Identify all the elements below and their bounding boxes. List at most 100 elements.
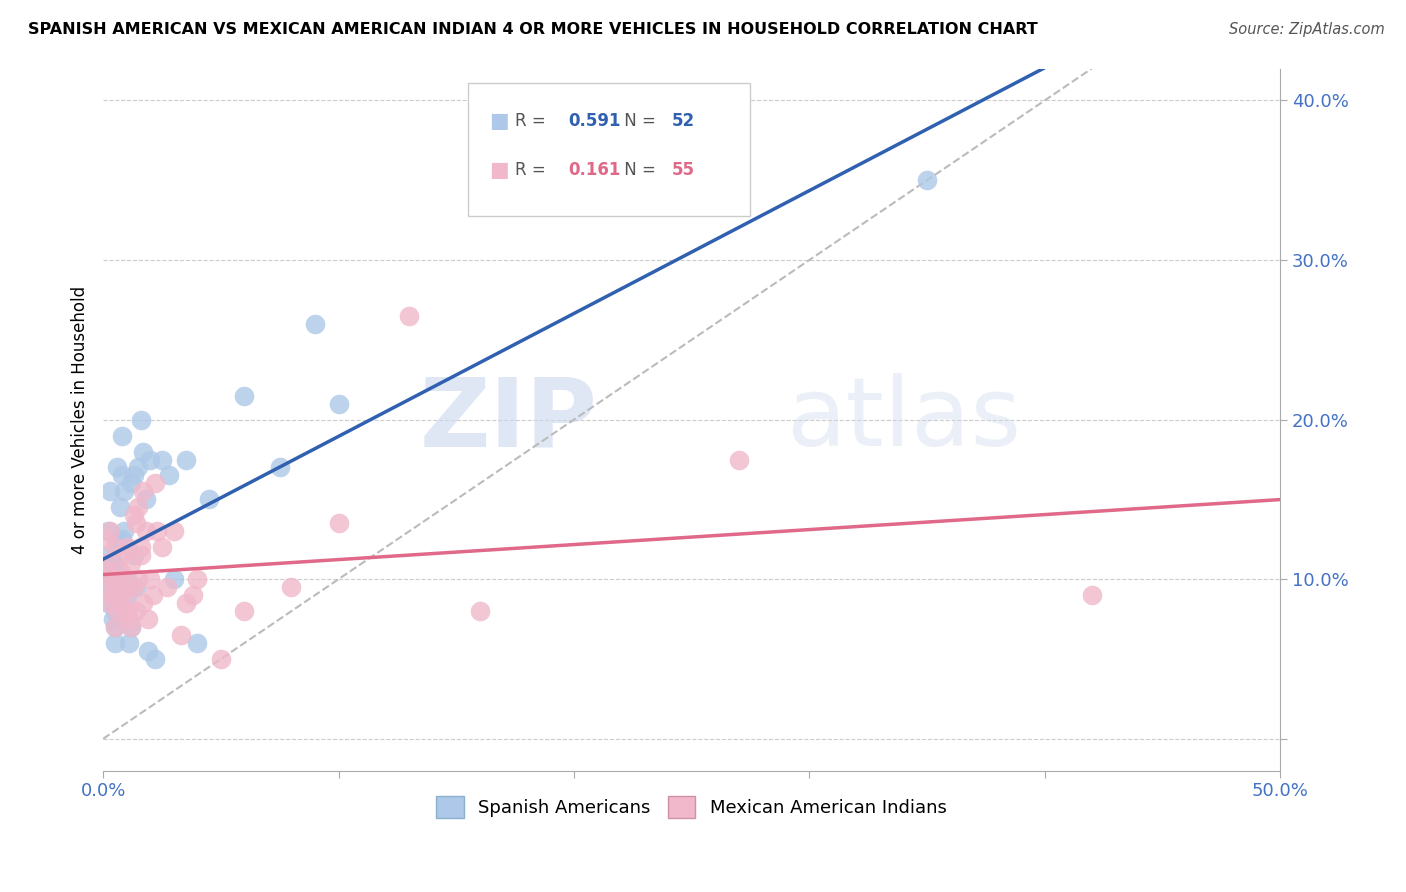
Text: Source: ZipAtlas.com: Source: ZipAtlas.com (1229, 22, 1385, 37)
Text: SPANISH AMERICAN VS MEXICAN AMERICAN INDIAN 4 OR MORE VEHICLES IN HOUSEHOLD CORR: SPANISH AMERICAN VS MEXICAN AMERICAN IND… (28, 22, 1038, 37)
Point (111, 572, 134, 586)
Point (209, 652, 232, 666)
Point (125, 580, 148, 594)
FancyBboxPatch shape (468, 83, 751, 216)
Point (139, 452, 162, 467)
Point (94, 533, 117, 547)
Point (94, 556, 117, 570)
Point (134, 524, 156, 539)
Point (280, 580, 302, 594)
Point (143, 476, 166, 491)
Point (304, 317, 326, 331)
Point (129, 541, 152, 555)
Point (136, 612, 159, 626)
Point (97, 524, 120, 539)
Point (127, 460, 149, 475)
Point (186, 636, 208, 650)
Point (111, 428, 134, 442)
Point (101, 612, 124, 626)
Point (108, 596, 131, 610)
Point (328, 397, 350, 411)
Point (120, 476, 142, 491)
Point (127, 572, 149, 586)
Point (101, 556, 124, 570)
Point (97, 596, 120, 610)
Point (118, 636, 141, 650)
Point (111, 548, 134, 562)
Y-axis label: 4 or more Vehicles in Household: 4 or more Vehicles in Household (72, 285, 89, 554)
Point (115, 572, 138, 586)
Point (115, 588, 138, 602)
Point (112, 484, 135, 499)
Point (97, 580, 120, 594)
Point (170, 628, 193, 642)
Point (186, 572, 208, 586)
Point (132, 444, 155, 458)
Point (98, 580, 121, 594)
Point (139, 572, 162, 586)
Point (122, 468, 145, 483)
Point (105, 604, 128, 618)
Point (136, 644, 159, 658)
Point (111, 468, 134, 483)
Point (125, 604, 148, 618)
Point (269, 460, 291, 475)
Point (98, 596, 121, 610)
Text: 0.161: 0.161 (568, 161, 620, 179)
Point (101, 588, 124, 602)
Point (915, 173, 938, 187)
Text: 0.591: 0.591 (568, 112, 620, 130)
Text: N =: N = (619, 161, 661, 179)
Point (125, 516, 148, 531)
Text: 55: 55 (672, 161, 695, 179)
Point (398, 309, 420, 323)
Point (150, 541, 173, 555)
Point (112, 524, 135, 539)
Point (120, 620, 142, 634)
Point (328, 516, 350, 531)
Text: atlas: atlas (786, 373, 1021, 467)
Point (727, 452, 749, 467)
Point (104, 620, 127, 634)
Point (108, 596, 131, 610)
Point (112, 604, 135, 618)
Point (105, 533, 128, 547)
Point (108, 500, 131, 515)
Text: N =: N = (619, 112, 661, 130)
Point (142, 588, 165, 602)
Text: 52: 52 (672, 112, 695, 130)
Point (122, 548, 145, 562)
Legend: Spanish Americans, Mexican American Indians: Spanish Americans, Mexican American Indi… (429, 789, 955, 825)
Point (143, 652, 166, 666)
Point (163, 572, 186, 586)
Point (1081, 588, 1104, 602)
Point (174, 452, 197, 467)
Point (198, 492, 221, 507)
Point (98, 524, 121, 539)
Point (163, 524, 186, 539)
Point (468, 604, 491, 618)
Point (104, 556, 127, 570)
Point (181, 588, 204, 602)
Point (97, 548, 120, 562)
Point (129, 548, 152, 562)
Text: ■: ■ (489, 112, 509, 131)
Point (120, 556, 142, 570)
Point (233, 604, 256, 618)
Point (157, 468, 180, 483)
Point (118, 580, 141, 594)
Point (104, 636, 127, 650)
Point (98, 484, 121, 499)
Point (122, 508, 145, 523)
Point (112, 588, 135, 602)
Point (118, 580, 141, 594)
Point (105, 460, 128, 475)
Point (105, 604, 128, 618)
Point (146, 524, 169, 539)
Point (174, 596, 197, 610)
Point (122, 580, 145, 594)
Point (104, 541, 127, 555)
Point (105, 580, 128, 594)
Point (132, 484, 155, 499)
Point (101, 588, 124, 602)
